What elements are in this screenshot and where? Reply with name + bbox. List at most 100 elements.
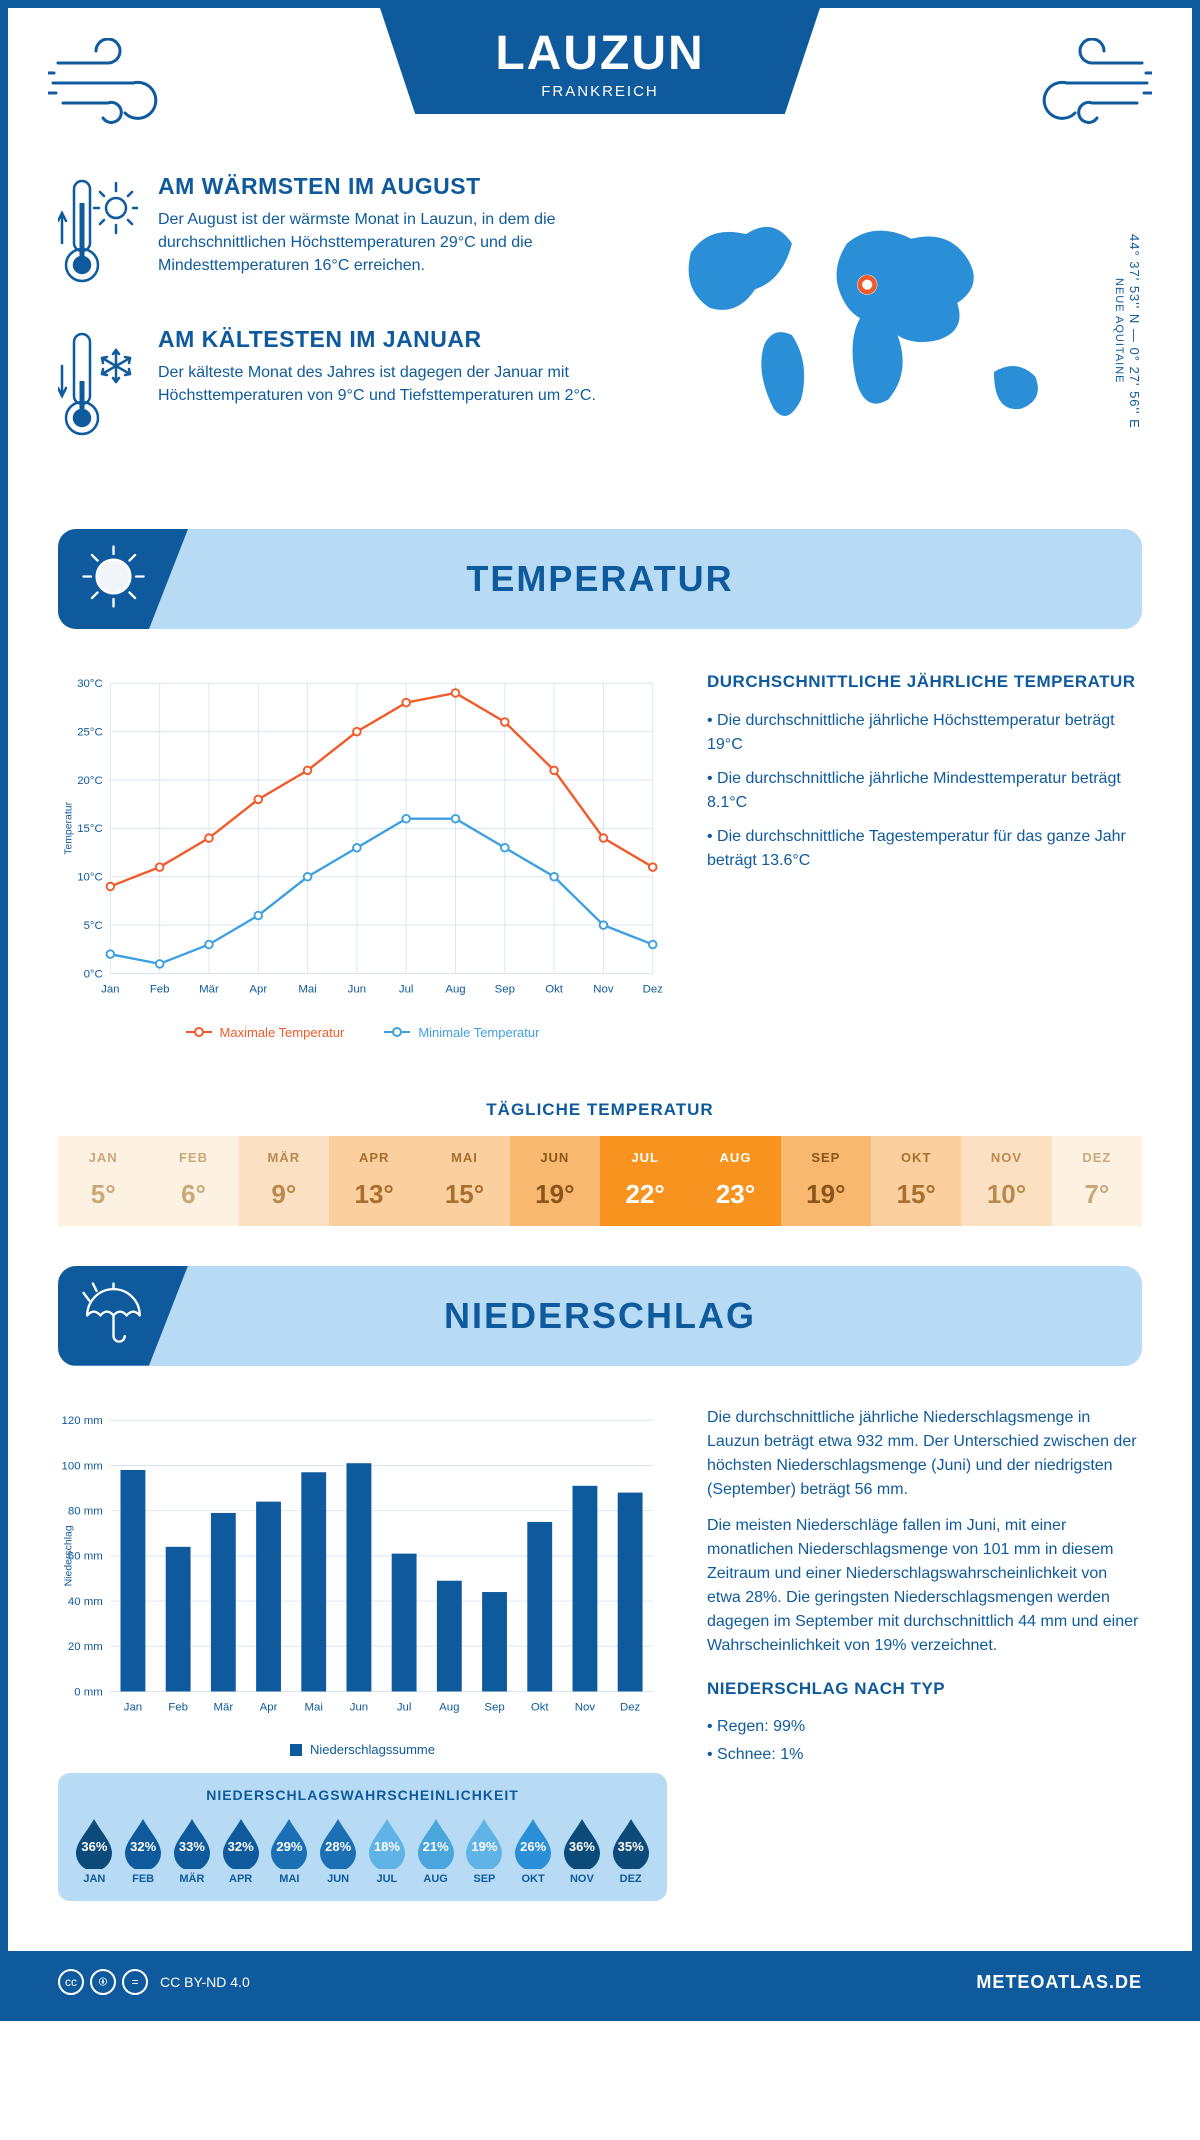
umbrella-icon <box>76 1276 151 1356</box>
precip-probability-box: NIEDERSCHLAGSWAHRSCHEINLICHKEIT 36%JAN32… <box>58 1773 667 1901</box>
nd-icon: = <box>122 1969 148 1995</box>
precipitation-banner: NIEDERSCHLAG <box>58 1266 1142 1366</box>
svg-text:20°C: 20°C <box>77 775 103 787</box>
svg-text:Aug: Aug <box>439 1701 459 1713</box>
header: LAUZUN FRANKREICH <box>8 8 1192 153</box>
probability-drop: 21%AUG <box>413 1815 458 1885</box>
svg-text:80 mm: 80 mm <box>68 1505 103 1517</box>
probability-drop: 19%SEP <box>462 1815 507 1885</box>
svg-text:Mär: Mär <box>214 1701 234 1713</box>
precipitation-heading: NIEDERSCHLAG <box>444 1295 756 1337</box>
sun-icon <box>76 539 151 619</box>
daily-cell: OKT15° <box>871 1136 961 1226</box>
svg-text:Mai: Mai <box>298 984 316 996</box>
license: cc 🅯 = CC BY-ND 4.0 <box>58 1969 250 1995</box>
probability-drop: 32%FEB <box>121 1815 166 1885</box>
svg-text:Jul: Jul <box>397 1701 412 1713</box>
svg-text:Nov: Nov <box>575 1701 596 1713</box>
temp-legend: Maximale Temperatur Minimale Temperatur <box>58 1025 667 1040</box>
svg-text:Mai: Mai <box>305 1701 323 1713</box>
probability-drop: 29%MAI <box>267 1815 312 1885</box>
svg-text:30°C: 30°C <box>77 678 103 690</box>
svg-text:120 mm: 120 mm <box>62 1415 103 1427</box>
wind-icon-right <box>1012 38 1152 133</box>
probability-drop: 18%JUL <box>365 1815 410 1885</box>
daily-cell: MAI15° <box>419 1136 509 1226</box>
svg-text:Temperatur: Temperatur <box>63 801 74 854</box>
warmest-fact: AM WÄRMSTEN IM AUGUST Der August ist der… <box>58 173 605 298</box>
daily-cell: JAN5° <box>58 1136 148 1226</box>
svg-text:Apr: Apr <box>260 1701 278 1713</box>
footer: cc 🅯 = CC BY-ND 4.0 METEOATLAS.DE <box>8 1951 1192 2013</box>
svg-text:40 mm: 40 mm <box>68 1595 103 1607</box>
daily-cell: NOV10° <box>961 1136 1051 1226</box>
svg-text:5°C: 5°C <box>84 920 103 932</box>
temperature-heading: TEMPERATUR <box>466 558 733 600</box>
svg-text:Jan: Jan <box>124 1701 142 1713</box>
daily-cell: FEB6° <box>148 1136 238 1226</box>
daily-cell: JUL22° <box>600 1136 690 1226</box>
svg-text:Sep: Sep <box>495 984 515 996</box>
daily-cell: DEZ7° <box>1052 1136 1142 1226</box>
svg-text:10°C: 10°C <box>77 872 103 884</box>
daily-temp-table: JAN5°FEB6°MÄR9°APR13°MAI15°JUN19°JUL22°A… <box>58 1136 1142 1226</box>
svg-text:Jul: Jul <box>399 984 414 996</box>
svg-text:Jun: Jun <box>350 1701 368 1713</box>
coordinates: 44° 37' 53'' N — 0° 27' 56'' E NEUE AQUI… <box>1104 173 1142 479</box>
svg-text:0°C: 0°C <box>84 968 103 980</box>
daily-temp-title: TÄGLICHE TEMPERATUR <box>8 1100 1192 1120</box>
temperature-row: 0°C5°C10°C15°C20°C25°C30°CJanFebMärAprMa… <box>8 659 1192 1070</box>
city-title: LAUZUN <box>470 26 730 81</box>
svg-text:Dez: Dez <box>620 1701 641 1713</box>
svg-text:Nov: Nov <box>593 984 614 996</box>
svg-text:25°C: 25°C <box>77 726 103 738</box>
svg-text:100 mm: 100 mm <box>62 1460 103 1472</box>
probability-drop: 36%NOV <box>560 1815 605 1885</box>
svg-text:Feb: Feb <box>150 984 170 996</box>
coldest-fact: AM KÄLTESTEN IM JANUAR Der kälteste Mona… <box>58 326 605 451</box>
cc-icon: cc <box>58 1969 84 1995</box>
svg-text:Okt: Okt <box>545 984 564 996</box>
precipitation-summary: Die durchschnittliche jährliche Niedersc… <box>707 1406 1142 1902</box>
temperature-banner: TEMPERATUR <box>58 529 1142 629</box>
infographic-container: LAUZUN FRANKREICH <box>0 0 1200 2021</box>
svg-text:Jan: Jan <box>101 984 119 996</box>
cc-icons: cc 🅯 = <box>58 1969 148 1995</box>
daily-cell: APR13° <box>329 1136 419 1226</box>
svg-text:Dez: Dez <box>643 984 664 996</box>
precipitation-chart: 0 mm20 mm40 mm60 mm80 mm100 mm120 mmJanF… <box>58 1406 667 1902</box>
probability-drop: 28%JUN <box>316 1815 361 1885</box>
thermometer-cold-icon <box>58 326 138 451</box>
precip-legend: Niederschlagssumme <box>58 1742 667 1757</box>
svg-text:Apr: Apr <box>249 984 267 996</box>
daily-cell: JUN19° <box>510 1136 600 1226</box>
temperature-chart: 0°C5°C10°C15°C20°C25°C30°CJanFebMärAprMa… <box>58 669 667 1040</box>
temp-summary-heading: DURCHSCHNITTLICHE JÄHRLICHE TEMPERATUR <box>707 669 1142 695</box>
site-name: METEOATLAS.DE <box>976 1972 1142 1993</box>
svg-text:Okt: Okt <box>531 1701 550 1713</box>
daily-cell: MÄR9° <box>239 1136 329 1226</box>
precipitation-row: 0 mm20 mm40 mm60 mm80 mm100 mm120 mmJanF… <box>8 1396 1192 1932</box>
thermometer-hot-icon <box>58 173 138 298</box>
daily-cell: SEP19° <box>781 1136 871 1226</box>
svg-text:Niederschlag: Niederschlag <box>63 1525 74 1586</box>
svg-text:15°C: 15°C <box>77 823 103 835</box>
world-map: 44° 37' 53'' N — 0° 27' 56'' E NEUE AQUI… <box>645 173 1142 479</box>
daily-cell: AUG23° <box>690 1136 780 1226</box>
warmest-text: Der August ist der wärmste Monat in Lauz… <box>158 208 605 278</box>
coldest-text: Der kälteste Monat des Jahres ist dagege… <box>158 361 605 407</box>
probability-drop: 36%JAN <box>72 1815 117 1885</box>
title-banner: LAUZUN FRANKREICH <box>380 8 820 114</box>
coldest-title: AM KÄLTESTEN IM JANUAR <box>158 326 605 353</box>
probability-drop: 26%OKT <box>511 1815 556 1885</box>
wind-icon-left <box>48 38 188 133</box>
svg-text:Aug: Aug <box>445 984 465 996</box>
intro-section: AM WÄRMSTEN IM AUGUST Der August ist der… <box>8 153 1192 509</box>
svg-text:20 mm: 20 mm <box>68 1641 103 1653</box>
svg-text:0 mm: 0 mm <box>74 1686 103 1698</box>
svg-text:Sep: Sep <box>484 1701 504 1713</box>
svg-text:Jun: Jun <box>348 984 366 996</box>
by-icon: 🅯 <box>90 1969 116 1995</box>
probability-drop: 33%MÄR <box>170 1815 215 1885</box>
probability-drop: 32%APR <box>218 1815 263 1885</box>
